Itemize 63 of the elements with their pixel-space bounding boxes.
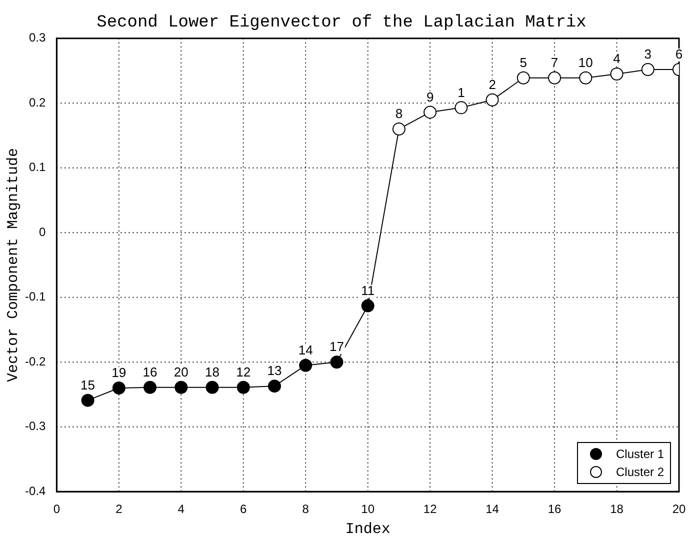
- y-tick-label: 0: [38, 224, 46, 239]
- point: [361, 299, 374, 312]
- annotation: 2: [488, 76, 496, 92]
- point: [268, 380, 281, 393]
- x-tick-label: 12: [423, 502, 438, 516]
- point: [144, 380, 157, 394]
- annotation: 8: [395, 106, 403, 122]
- x-tick-label: 18: [610, 502, 624, 516]
- y-tick-label: -0.2: [24, 354, 46, 368]
- x-tick-label: 8: [302, 502, 310, 516]
- y-tick-label: -0.1: [24, 290, 46, 304]
- point: [392, 122, 406, 136]
- legend-label: Cluster 2: [616, 464, 664, 479]
- point: [454, 101, 468, 114]
- chart-title: Second Lower Eigenvector of the Laplacian Matrix: [96, 14, 586, 33]
- annotation: 13: [267, 363, 282, 378]
- x-tick-label: 2: [116, 502, 123, 516]
- annotation: 15: [80, 377, 96, 392]
- x-tick-label: 4: [178, 502, 185, 516]
- point: [579, 71, 592, 84]
- point: [424, 106, 437, 119]
- x-tick-label: 14: [486, 502, 500, 516]
- annotation: 17: [329, 339, 344, 354]
- point: [174, 380, 188, 394]
- point: [516, 71, 530, 84]
- legend-label: Cluster 1: [616, 446, 664, 461]
- point: [236, 380, 250, 394]
- x-tick-label: 6: [240, 502, 248, 516]
- annotation: 7: [550, 54, 558, 70]
- x-tick-label: 0: [53, 502, 60, 516]
- point: [299, 358, 312, 372]
- annotation: 4: [613, 51, 620, 66]
- annotation: 9: [426, 89, 434, 104]
- x-tick-label: 16: [548, 502, 562, 516]
- y-tick-label: -0.4: [24, 484, 46, 498]
- point: [641, 62, 654, 76]
- x-tick-label: 10: [361, 502, 375, 516]
- point: [206, 380, 219, 394]
- annotation: 18: [205, 364, 220, 380]
- y-tick-label: 0.3: [28, 30, 46, 45]
- annotation: 20: [174, 364, 188, 380]
- y-tick-label: 0.2: [28, 95, 46, 110]
- point: [81, 394, 94, 407]
- annotation: 19: [112, 365, 126, 380]
- annotation: 1: [458, 84, 465, 100]
- y-axis-title: Vector Component Magnitude: [4, 148, 22, 382]
- point: [112, 382, 126, 395]
- annotation: 6: [675, 46, 683, 62]
- y-tick-label: -0.3: [24, 419, 46, 434]
- annotation: 14: [298, 342, 313, 358]
- annotation: 11: [361, 282, 375, 298]
- annotation: 5: [520, 54, 528, 70]
- y-tick-label: 0.1: [28, 160, 46, 174]
- point: [610, 68, 624, 81]
- point: [486, 93, 499, 106]
- x-axis-title: Index: [345, 520, 390, 538]
- point: [548, 71, 562, 84]
- annotation: 16: [142, 364, 158, 380]
- point: [330, 356, 344, 369]
- annotation: 12: [236, 364, 251, 380]
- annotation: 3: [644, 46, 652, 62]
- x-tick-label: 20: [672, 502, 686, 516]
- annotation: 10: [578, 54, 593, 70]
